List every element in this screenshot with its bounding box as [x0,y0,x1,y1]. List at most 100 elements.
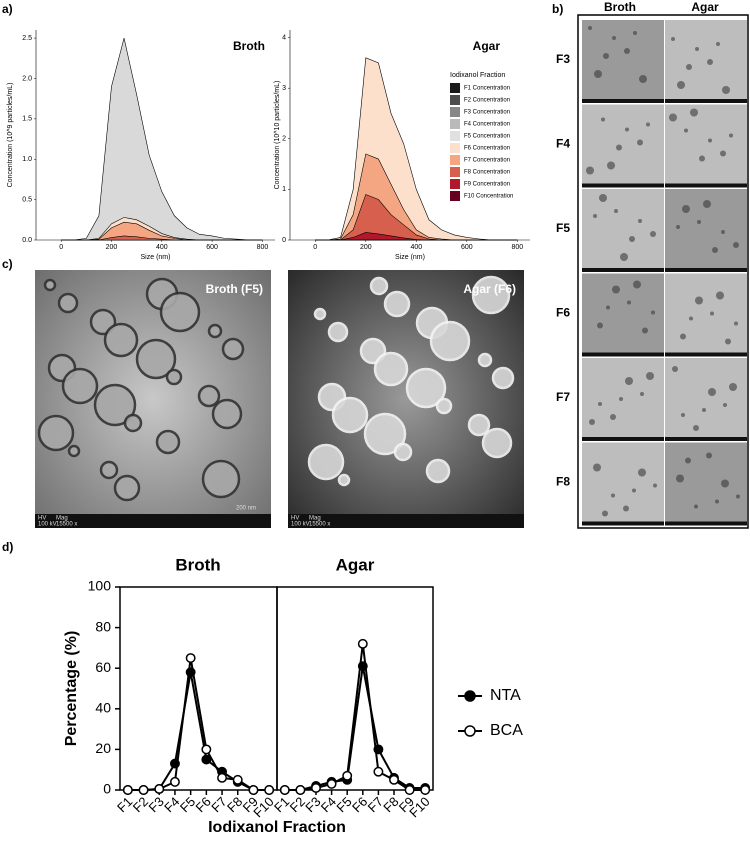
y-tick-label: 2.0 [22,75,32,82]
particle [710,311,714,316]
column-header: Broth [604,0,636,14]
panel-label: a) [2,2,13,16]
legend-swatch [450,83,460,93]
marker [264,785,275,795]
micrograph-label: Agar (F6) [463,282,516,296]
particle [734,321,738,326]
y-axis-label: Concentration (10^10 particles/mL) [274,81,281,190]
micrograph-info: 15500 x [56,522,77,528]
vesicle [425,458,451,484]
y-tick-label: 0.0 [22,237,32,244]
micrograph-tile [582,273,664,353]
particle [597,322,603,329]
particle [624,48,630,54]
marker [295,785,306,795]
panel-label: d) [2,540,13,554]
particle [697,220,701,224]
x-tick-label: 0 [59,244,63,251]
legend-swatch [450,155,460,165]
particle [623,505,629,512]
plot-frame [119,586,278,791]
y-tick-label: 20 [95,740,111,756]
vesicle [327,321,349,343]
row-label: F5 [556,221,570,235]
micrograph-tile [665,442,747,522]
marker [232,774,243,785]
vesicle [477,352,493,368]
marker [217,772,228,783]
legend-label: F2 Concentration [464,98,510,104]
row-label: F4 [556,137,570,151]
particle [720,150,726,157]
micrograph-tile [665,20,747,99]
vesicle [481,427,513,459]
row-label: F6 [556,306,570,320]
legend-label: F10 Concentration [464,194,513,200]
micrograph-bar [582,352,664,357]
vesicle [99,460,119,480]
particle [729,133,733,138]
legend-swatch [450,143,460,153]
legend-label: F4 Concentration [464,122,510,128]
legend-label: BCA [490,722,523,739]
micrograph-bar [665,268,747,272]
micrograph-bar [582,99,664,103]
particle [693,425,699,431]
legend-label: NTA [490,687,521,704]
particle [708,138,712,143]
particle [694,504,698,509]
line [127,657,270,791]
particle [625,127,629,132]
marker [154,784,165,794]
vesicle [113,474,141,502]
marker [357,638,368,649]
particle [736,494,740,499]
micrograph-bar [665,352,747,357]
row-label: F3 [556,52,570,66]
marker [311,783,321,793]
particle [599,194,607,202]
marker [201,754,212,765]
legend-marker [464,690,476,702]
particle [725,338,731,345]
micrograph-tile [582,20,664,99]
particle [723,403,727,407]
chart-title: Agar [473,39,501,53]
marker [201,744,212,755]
micrograph-info: 100 kV [291,522,310,528]
particle [602,510,608,517]
micrograph-tile [665,358,747,437]
particle [640,392,644,396]
y-tick-label: 1.5 [22,116,32,123]
particle [633,31,637,35]
y-tick-label: 80 [95,618,111,634]
marker [248,785,259,795]
particle [671,37,675,41]
vesicle [67,444,81,458]
particle [593,463,601,472]
row-label: F7 [556,390,570,404]
particle [669,113,677,122]
y-tick-label: 60 [95,659,111,675]
x-tick-label: 400 [410,244,422,251]
marker [122,785,133,795]
particle [689,316,693,321]
y-tick-label: 0 [103,781,111,797]
particle [695,47,699,51]
micrograph-info: Mag [309,516,321,522]
vesicle [307,443,345,481]
particle [607,161,615,170]
y-tick-label: 2 [282,136,286,143]
vesicle [123,413,143,433]
micrograph-bar [665,183,747,188]
particle [706,452,712,459]
area [61,235,263,241]
vesicle [165,368,183,386]
line [284,643,426,791]
vesicle [383,290,411,318]
marker [170,776,180,787]
particle [684,128,688,133]
column-header: Agar [691,0,719,14]
particle [646,122,650,127]
particle [702,408,706,412]
